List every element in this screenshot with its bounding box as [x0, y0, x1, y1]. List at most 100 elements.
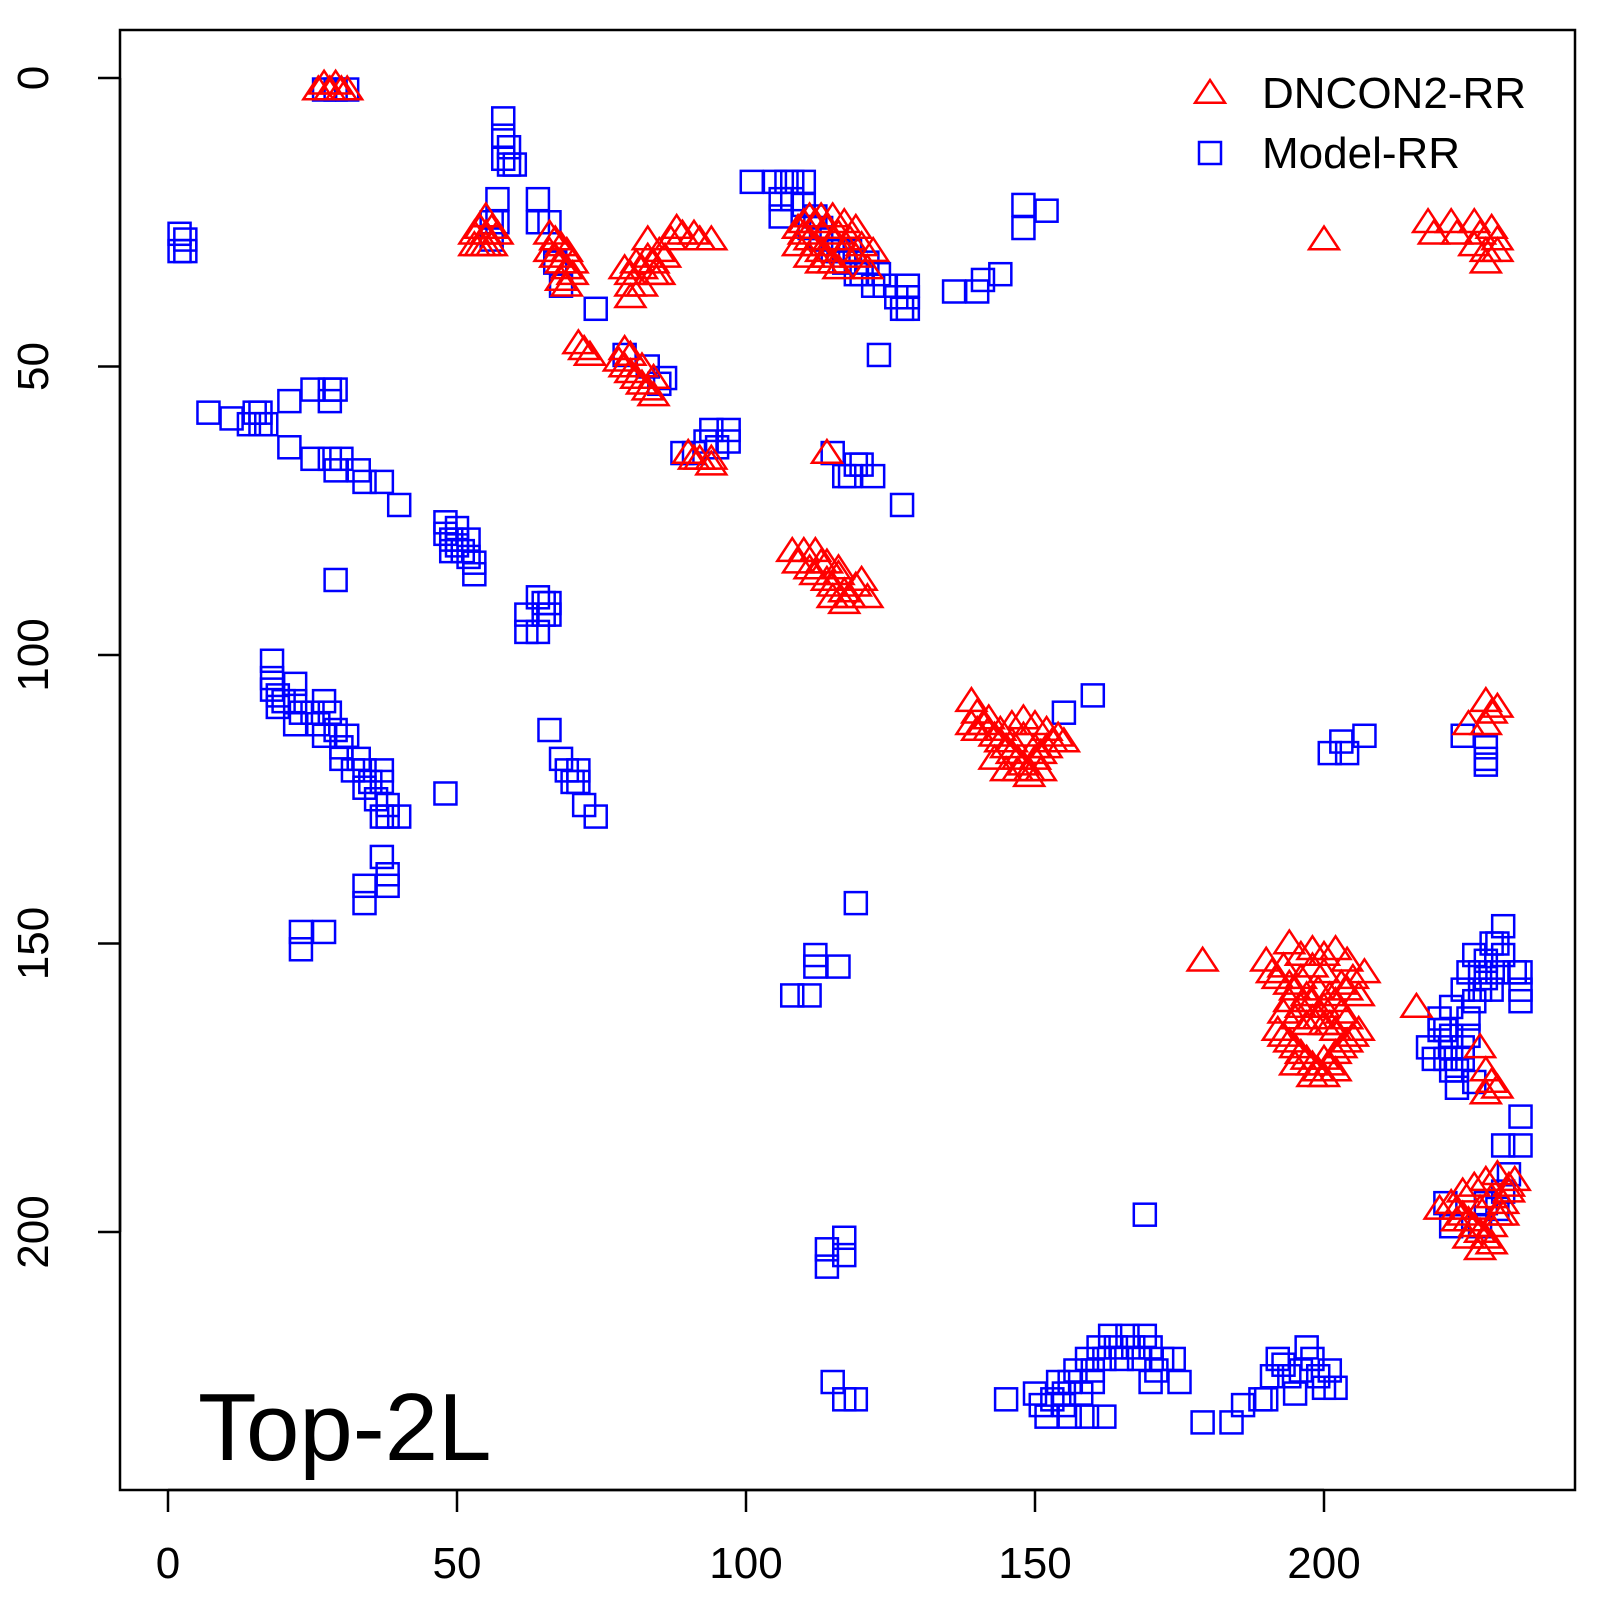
triangle-point	[1289, 980, 1324, 1007]
triangle-point	[1468, 708, 1504, 736]
triangle-point	[624, 368, 660, 395]
square-point	[889, 492, 915, 518]
triangle-point	[1480, 1159, 1515, 1186]
square-point	[1011, 215, 1036, 241]
square-point	[1490, 913, 1516, 939]
triangle-point	[850, 253, 885, 280]
triangle-point	[1341, 980, 1376, 1007]
square-point	[1080, 683, 1106, 708]
square-point	[716, 429, 741, 454]
triangle-point	[642, 258, 677, 286]
square-point	[1334, 740, 1360, 766]
x-tick-label: 200	[1287, 1539, 1360, 1588]
triangle-point	[1335, 962, 1371, 990]
square-point	[1456, 960, 1481, 985]
square-point	[433, 781, 458, 806]
triangle-point	[1011, 760, 1047, 788]
triangle-point	[994, 708, 1030, 736]
legend-marker-model-rr	[1197, 140, 1223, 166]
triangle-point	[1318, 1055, 1353, 1082]
x-axis: 0 50 100 150 200	[156, 1488, 1361, 1588]
x-tick-label: 150	[998, 1539, 1071, 1588]
triangle-point	[838, 241, 874, 268]
triangle-point	[636, 380, 671, 407]
triangle-point	[1451, 708, 1486, 736]
triangle-point	[1491, 1170, 1527, 1197]
triangle-point	[1433, 206, 1469, 234]
square-point	[525, 585, 551, 610]
triangle-point	[1474, 1066, 1509, 1093]
square-point	[352, 890, 377, 916]
square-point	[993, 1387, 1019, 1412]
triangle-point	[1185, 945, 1220, 972]
triangle-point	[1329, 1003, 1365, 1030]
triangle-point	[647, 241, 683, 268]
square-point	[1057, 1404, 1082, 1429]
triangle-point	[838, 570, 874, 597]
x-tick-label: 0	[156, 1539, 180, 1588]
square-point	[1508, 1133, 1533, 1158]
triangle-point	[850, 582, 885, 609]
square-point	[843, 1387, 869, 1412]
triangle-point	[1462, 218, 1498, 245]
legend: DNCON2-RR Model-RR	[1192, 69, 1526, 178]
square-point	[462, 561, 487, 587]
triangle-point	[1283, 991, 1319, 1018]
y-tick-label: 100	[9, 618, 58, 691]
square-point	[386, 492, 412, 518]
square-point	[259, 648, 285, 674]
triangle-point	[1306, 224, 1342, 251]
triangle-point	[613, 356, 648, 384]
triangle-point	[1277, 1032, 1313, 1059]
triangle-point	[1451, 1222, 1486, 1249]
square-point	[1132, 1202, 1158, 1227]
triangle-point	[1462, 1234, 1498, 1261]
triangle-point	[1480, 235, 1515, 263]
triangle-point	[1480, 691, 1515, 718]
triangle-point	[809, 437, 845, 465]
triangle-point	[1474, 1228, 1509, 1255]
square-point	[860, 463, 886, 489]
square-point	[970, 267, 996, 293]
square-point	[456, 544, 481, 570]
triangle-point	[549, 253, 585, 280]
square-point	[1352, 723, 1377, 749]
triangle-point	[1023, 755, 1059, 782]
triangle-point	[532, 235, 567, 263]
legend-label-dncon2-rr: DNCON2-RR	[1262, 69, 1526, 118]
square-point	[1051, 700, 1077, 725]
triangle-point	[826, 587, 862, 615]
triangle-point	[1306, 939, 1342, 967]
triangle-point	[572, 339, 608, 366]
square-point	[1190, 1410, 1215, 1435]
triangle-point	[954, 708, 989, 736]
triangle-point	[694, 449, 729, 476]
square-point	[1317, 1358, 1343, 1383]
y-tick-label: 0	[9, 66, 58, 90]
triangle-point	[636, 362, 671, 390]
triangle-point	[630, 224, 666, 251]
triangle-point	[1439, 1193, 1475, 1220]
series-layer	[167, 68, 1533, 1435]
triangle-point	[613, 281, 648, 309]
legend-label-model-rr: Model-RR	[1262, 129, 1460, 178]
triangle-point	[1468, 1078, 1504, 1105]
square-point	[1444, 1075, 1470, 1100]
triangle-point	[821, 553, 856, 580]
square-point	[369, 469, 395, 495]
triangle-point	[624, 351, 660, 378]
square-point	[814, 1237, 840, 1262]
square-point	[1479, 977, 1504, 1002]
square-point	[282, 671, 308, 697]
square-point	[1034, 198, 1059, 223]
panel-label: Top-2L	[198, 1374, 492, 1481]
square-point	[375, 873, 400, 899]
triangle-point	[1324, 997, 1359, 1024]
square-point	[1473, 752, 1499, 777]
triangle-point	[1474, 1182, 1509, 1209]
triangle-point	[1277, 1049, 1313, 1076]
x-tick-label: 100	[709, 1539, 782, 1588]
x-tick-label: 50	[433, 1539, 482, 1588]
square-point	[369, 844, 395, 870]
triangle-point	[566, 333, 602, 361]
